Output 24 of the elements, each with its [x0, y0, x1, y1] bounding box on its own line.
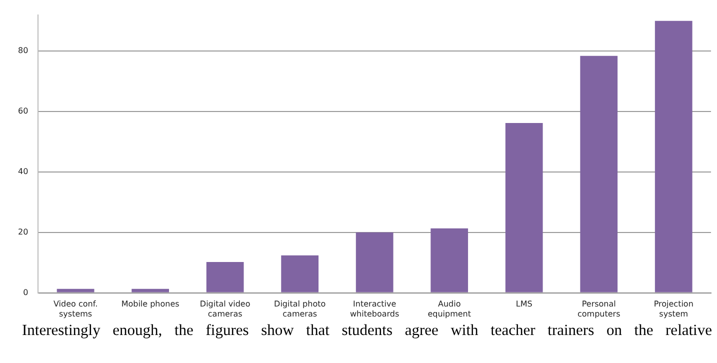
text: Interestingly enough, the figures show that students agree with teacher trainers on the relative: [22, 322, 712, 340]
bar: [281, 255, 319, 292]
x-tick-label: Digital video cameras: [200, 300, 250, 318]
bar: [654, 20, 692, 292]
bar: [430, 228, 468, 292]
y-tick-label: 60: [18, 106, 28, 116]
x-tick-label: Personal computers: [577, 300, 620, 318]
x-tick-label: LMS: [516, 300, 532, 309]
y-tick-label: 20: [18, 227, 28, 236]
y-tick-label: 40: [18, 167, 28, 176]
bar: [356, 232, 394, 292]
x-tick-label: Projection system: [654, 300, 694, 318]
x-tick-label: Interactive whiteboards: [350, 300, 400, 318]
bar: [580, 56, 618, 292]
bar: [505, 122, 543, 292]
x-tick-label: Digital photo cameras: [274, 300, 326, 318]
y-tick-label: 0: [23, 288, 28, 297]
bar: [132, 288, 170, 292]
y-tick-label: 80: [18, 46, 28, 56]
bar: [56, 288, 94, 292]
x-tick-label: Mobile phones: [121, 300, 180, 309]
bar: [206, 262, 244, 292]
x-tick-label: Audio equipment: [428, 300, 471, 318]
x-tick-label: Video conf. systems: [54, 300, 98, 318]
